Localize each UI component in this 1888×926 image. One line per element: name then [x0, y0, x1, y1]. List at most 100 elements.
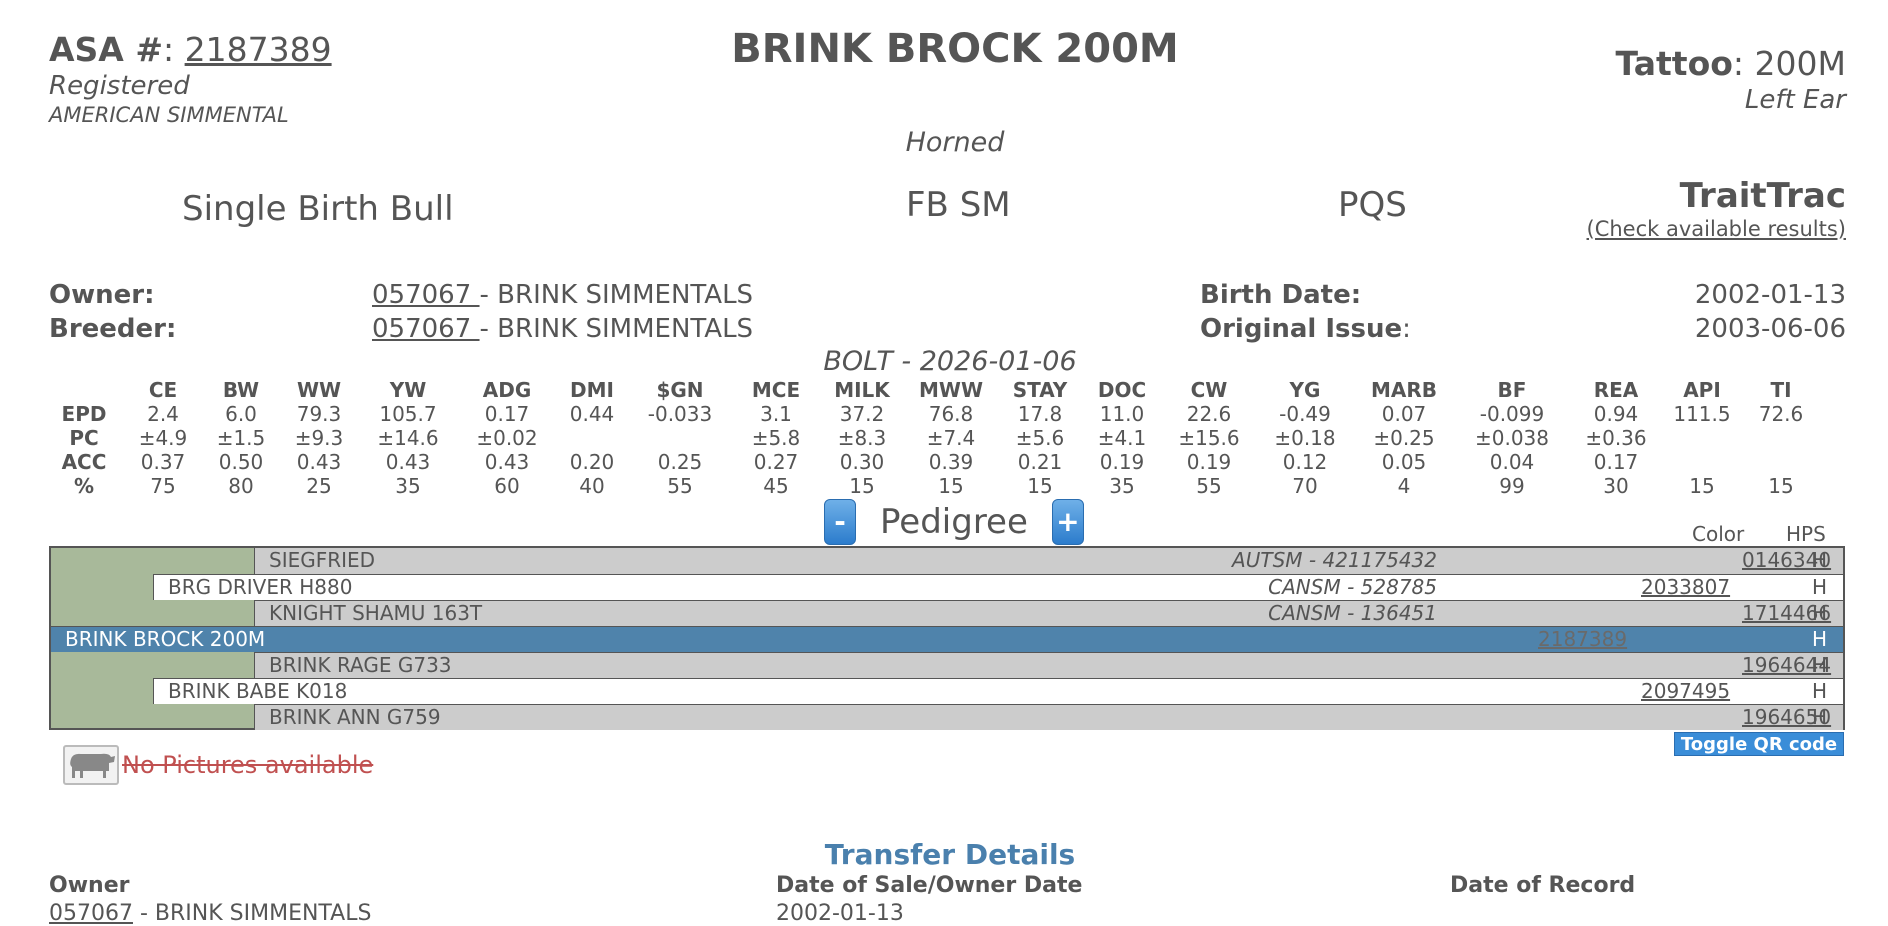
epd-cell: [1662, 426, 1742, 450]
epd-cell: ±9.3: [294, 426, 344, 450]
epd-cell: 0.30: [839, 450, 885, 474]
epd-cell: 0.07: [1381, 402, 1427, 426]
epd-cell: 15: [1689, 474, 1715, 498]
pedigree-reg-number-link[interactable]: 1964650: [1742, 705, 1832, 729]
epd-cell: ±0.02: [476, 426, 538, 450]
epd-cell: ±15.6: [1178, 426, 1240, 450]
epd-cell: ±0.36: [1585, 426, 1647, 450]
pedigree-animal-name: KNIGHT SHAMU 163T: [269, 601, 483, 625]
epd-cell: 0.25: [657, 450, 703, 474]
epd-row: PC ±4.9 ±1.5 ±9.3 ±14.6 ±0.02 ±5.8 ±8.3 ±7.4 ±5.6…: [44, 426, 1820, 450]
pedigree-animal-name: BRINK BABE K018: [168, 679, 348, 703]
epd-cell: [628, 426, 732, 450]
epd-cell: 15: [938, 474, 964, 498]
epd-cell: 0.21: [1017, 450, 1063, 474]
epd-cell: ±0.25: [1373, 426, 1435, 450]
epd-cell: 0.12: [1282, 450, 1328, 474]
birth-date-value: 2002-01-13: [1694, 280, 1846, 310]
pedigree-header: - Pedigree +: [824, 499, 1084, 545]
epd-cell: 35: [1109, 474, 1135, 498]
owner-id-link[interactable]: 057067: [372, 280, 480, 310]
expand-pedigree-button[interactable]: +: [1051, 499, 1084, 545]
epd-cell: [1742, 426, 1820, 450]
epd-cell: -0.099: [1479, 402, 1545, 426]
epd-row-label: ACC: [61, 450, 107, 474]
epd-cell: 15: [849, 474, 875, 498]
epd-cell: 2.4: [147, 402, 179, 426]
pedigree-row[interactable]: KNIGHT SHAMU 163T CANSM - 136451 1714466 H: [254, 600, 1843, 626]
epd-cell: ±0.18: [1274, 426, 1336, 450]
epd-col-header: CW: [1190, 378, 1228, 402]
pedigree-reg-number-link[interactable]: 1964644: [1742, 653, 1832, 677]
epd-cell: ±4.1: [1097, 426, 1147, 450]
epd-cell: 0.19: [1099, 450, 1145, 474]
epd-row: ACC 0.37 0.50 0.43 0.43 0.43 0.20 0.25 0.27 0.30 0…: [44, 450, 1820, 474]
epd-cell: 30: [1603, 474, 1629, 498]
epd-col-header: TI: [1770, 378, 1792, 402]
breeder-id-link[interactable]: 057067: [372, 314, 480, 344]
epd-row-label: %: [73, 474, 95, 498]
epd-cell: 0.43: [296, 450, 342, 474]
pedigree-reg-number-link[interactable]: 0146340: [1742, 548, 1832, 572]
traittrac-results-link[interactable]: (Check available results): [1586, 217, 1846, 241]
tattoo-label: Tattoo: [1615, 44, 1733, 83]
epd-cell: 76.8: [928, 402, 974, 426]
pedigree-foreign-reg: AUTSM - 421175432: [1232, 548, 1437, 572]
pedigree-hps-value: H: [1811, 705, 1827, 729]
epd-col-header: ADG: [482, 378, 532, 402]
pedigree-hps-value: H: [1811, 627, 1827, 651]
pedigree-animal-name: BRINK BROCK 200M: [65, 627, 266, 651]
epd-cell: 15: [1027, 474, 1053, 498]
transfer-owner-header: Owner: [49, 873, 130, 898]
pedigree-hps-value: H: [1811, 575, 1827, 599]
epd-col-header: BW: [222, 378, 260, 402]
pedigree-row[interactable]: BRINK BROCK 200M 2187389 H: [51, 626, 1843, 652]
epd-cell: 11.0: [1099, 402, 1145, 426]
owner-name: - BRINK SIMMENTALS: [479, 280, 754, 310]
tattoo-block: Tattoo: 200M Left Ear: [1616, 44, 1847, 116]
epd-cell: 70: [1292, 474, 1318, 498]
animal-title-block: BRINK BROCK 200M Horned: [600, 24, 1310, 160]
epd-cell: 15: [1768, 474, 1794, 498]
registration-block: ASA #: 2187389 Registered AMERICAN SIMME…: [49, 30, 332, 128]
epd-cell: 6.0: [225, 402, 257, 426]
pedigree-row[interactable]: BRINK RAGE G733 1964644 H: [254, 652, 1843, 678]
epd-corner: [44, 378, 124, 402]
pedigree-row[interactable]: SIEGFRIED AUTSM - 421175432 0146340 H: [254, 548, 1843, 574]
epd-cell: 55: [667, 474, 693, 498]
pedigree-reg-number-link[interactable]: 2033807: [1641, 575, 1731, 599]
epd-cell: 0.39: [928, 450, 974, 474]
bolt-date: BOLT - 2026-01-06: [823, 346, 1077, 377]
pedigree-row[interactable]: BRINK BABE K018 2097495 H: [153, 678, 1843, 704]
pedigree-reg-number-link[interactable]: 2187389: [1538, 627, 1628, 651]
epd-cell: 0.19: [1186, 450, 1232, 474]
asa-number-link[interactable]: 2187389: [184, 30, 332, 69]
epd-cell: 0.37: [140, 450, 186, 474]
pedigree-row[interactable]: BRINK ANN G759 1964650 H: [254, 704, 1843, 730]
epd-body: EPD 2.4 6.0 79.3 105.7 0.17 0.44 -0.033 3.1 37.2 7…: [44, 402, 1820, 498]
toggle-qr-button[interactable]: Toggle QR code: [1674, 732, 1844, 756]
transfer-sale-date: 2002-01-13: [776, 901, 904, 926]
no-pictures-message: No Pictures available: [122, 751, 374, 779]
epd-cell: 0.17: [484, 402, 530, 426]
hps-column-header: HPS: [1786, 522, 1826, 546]
epd-col-header: API: [1683, 378, 1721, 402]
cow-silhouette-icon: [70, 753, 115, 778]
pedigree-hps-value: H: [1811, 601, 1827, 625]
no-picture-icon: [63, 745, 119, 785]
transfer-owner-id-link[interactable]: 057067: [49, 901, 133, 926]
epd-cell: 17.8: [1017, 402, 1063, 426]
epd-cell: 0.44: [569, 402, 615, 426]
epd-cell: 22.6: [1186, 402, 1232, 426]
collapse-pedigree-button[interactable]: -: [824, 499, 856, 545]
epd-cell: 60: [494, 474, 520, 498]
epd-cell: ±1.5: [216, 426, 266, 450]
pedigree-reg-number-link[interactable]: 2097495: [1641, 679, 1731, 703]
epd-cell: -0.49: [1279, 402, 1331, 426]
epd-col-header: CE: [148, 378, 178, 402]
epd-cell: [1662, 450, 1742, 474]
epd-cell: 35: [395, 474, 421, 498]
pedigree-reg-number-link[interactable]: 1714466: [1742, 601, 1832, 625]
transfer-owner-column: Owner 057067 - BRINK SIMMENTALS: [49, 872, 371, 926]
pedigree-row[interactable]: BRG DRIVER H880 CANSM - 528785 2033807 H: [153, 574, 1843, 600]
